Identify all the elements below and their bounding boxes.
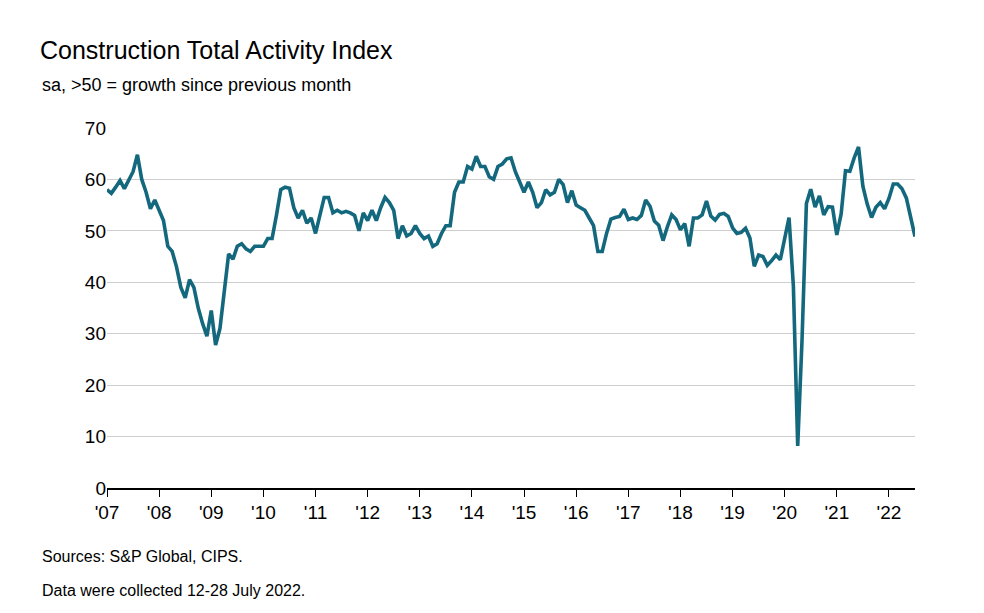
svg-text:'08: '08 <box>147 502 172 523</box>
svg-text:10: 10 <box>85 426 106 447</box>
svg-text:'22: '22 <box>877 502 902 523</box>
svg-text:50: 50 <box>85 221 106 242</box>
svg-text:'15: '15 <box>512 502 537 523</box>
svg-text:'10: '10 <box>251 502 276 523</box>
svg-text:70: 70 <box>85 118 106 139</box>
svg-text:'07: '07 <box>95 502 120 523</box>
svg-text:'21: '21 <box>824 502 849 523</box>
svg-text:sa, >50 = growth since previou: sa, >50 = growth since previous month <box>42 75 351 95</box>
svg-text:'20: '20 <box>772 502 797 523</box>
svg-text:'09: '09 <box>199 502 224 523</box>
svg-text:'14: '14 <box>460 502 485 523</box>
svg-text:0: 0 <box>95 478 106 499</box>
svg-text:Construction Total Activity In: Construction Total Activity Index <box>40 36 393 64</box>
svg-text:'19: '19 <box>720 502 745 523</box>
svg-text:20: 20 <box>85 375 106 396</box>
svg-text:30: 30 <box>85 323 106 344</box>
svg-text:40: 40 <box>85 272 106 293</box>
svg-text:'18: '18 <box>668 502 693 523</box>
svg-text:'13: '13 <box>407 502 432 523</box>
svg-text:'17: '17 <box>616 502 641 523</box>
svg-text:Sources: S&P Global, CIPS.: Sources: S&P Global, CIPS. <box>42 548 243 565</box>
svg-text:'12: '12 <box>355 502 380 523</box>
svg-text:60: 60 <box>85 169 106 190</box>
svg-text:'16: '16 <box>564 502 589 523</box>
svg-text:'11: '11 <box>304 502 327 523</box>
svg-text:Data were collected 12-28 July: Data were collected 12-28 July 2022. <box>42 582 305 599</box>
